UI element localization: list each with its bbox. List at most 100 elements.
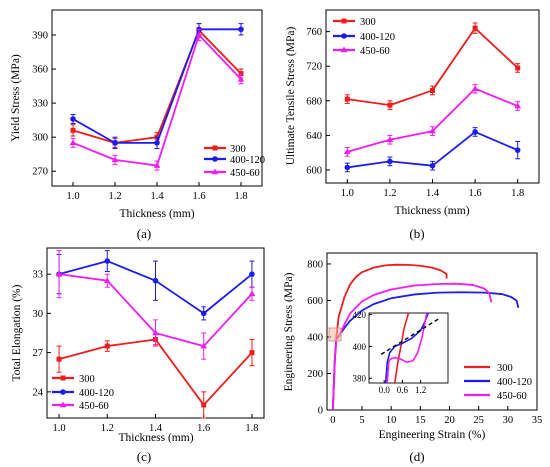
y-tick-label: 27 [33,348,44,359]
x-tick-label: 0.0 [379,385,391,395]
y-tick-label: 380 [353,374,367,384]
data-point-300 [201,402,207,408]
panel-caption: (b) [409,226,424,241]
legend-marker-400-120 [60,389,66,395]
data-point-300 [56,356,62,362]
legend-label-450-60: 450-60 [497,391,527,402]
legend-label-400-120: 400-120 [360,32,395,43]
y-tick-label: 420 [353,310,367,320]
y-tick-label: 270 [32,167,48,178]
data-point-300 [238,71,244,77]
data-point-400-120 [104,258,111,264]
legend-marker-450-60 [59,401,67,408]
series-line-400-120 [72,28,241,144]
legend-marker-300 [212,145,218,151]
y-tick-label: 360 [32,65,48,76]
data-point-400-120 [152,277,159,284]
legend-label-400-120: 400-120 [230,155,265,166]
x-tick-label: 0.6 [397,385,409,395]
data-point-300 [472,25,478,31]
x-tick-label: 0 [330,415,335,426]
legend-label-300: 300 [79,374,95,385]
x-tick-label: 1.4 [426,188,440,199]
data-point-450-60 [69,139,77,146]
x-tick-label: 15 [415,415,426,426]
x-tick-label: 1.2 [101,423,114,434]
x-axis-label: Thickness (mm) [394,205,469,217]
x-tick-label: 30 [503,415,514,426]
y-tick-label: 390 [32,30,48,41]
data-point-450-60 [103,277,111,283]
data-point-300 [70,127,76,133]
y-tick-label: 760 [306,27,322,38]
x-tick-label: 35 [532,415,543,426]
plot-frame [326,252,538,411]
legend-marker-450-60 [211,168,219,175]
y-tick-label: 400 [307,332,323,343]
x-tick-label: 1.0 [66,191,79,202]
y-axis-label: Total Elongation (%) [11,284,23,381]
y-tick-label: 33 [33,270,44,281]
legend-label-450-60: 450-60 [230,168,260,179]
y-tick-label: 720 [306,62,322,73]
panel-caption: (d) [409,449,424,464]
x-tick-label: 1.8 [234,191,247,202]
x-tick-label: 1.0 [52,423,65,434]
legend-marker-300 [341,18,347,24]
data-point-400-120 [387,158,393,165]
data-point-300 [430,87,435,93]
x-tick-label: 1.8 [511,188,524,199]
data-point-450-60 [55,270,63,277]
inset-series-line-400-120 [384,313,429,383]
data-point-300 [387,102,393,108]
x-tick-label: 1.8 [245,423,258,434]
x-tick-label: 1.4 [150,191,164,202]
legend-marker-400-120 [212,156,218,162]
x-tick-label: 10 [386,415,397,426]
data-point-450-60 [200,342,208,349]
inset-series-line-300 [394,313,410,383]
data-point-400-120 [472,129,478,135]
y-tick-label: 0 [318,406,323,417]
series-line-300 [331,263,448,410]
legend: 300 400-120 450-60 [464,363,532,402]
data-point-400-120 [514,147,521,153]
panel-c: Total Elongation (%) Thickness (mm) (c) … [11,247,265,464]
data-point-400-120 [154,140,160,146]
data-point-300 [249,350,255,356]
y-axis-label: Engineering Stress (MPa) [283,272,295,391]
data-point-400-120 [429,162,436,169]
x-tick-label: 1.0 [341,188,354,199]
plot-frame [325,9,540,184]
y-axis-label: Ultimate Tensile Stress (MPa) [285,27,297,166]
y-tick-label: 330 [32,99,48,110]
series-line-300 [72,29,242,144]
x-axis-label: Thickness (mm) [118,432,193,444]
series-line-450-60 [347,87,519,153]
x-tick-label: 1.4 [149,423,163,434]
inset-frame [368,312,449,384]
panel-d: Engineering Stress (MPa) Engineering Str… [283,252,543,464]
x-axis-label: Engineering Strain (%) [379,429,486,441]
panel-caption: (a) [137,226,151,241]
data-point-450-60 [248,290,256,297]
x-tick-label: 1.2 [383,188,396,199]
data-point-450-60 [237,75,245,82]
y-tick-label: 300 [32,133,48,144]
legend-marker-300 [60,375,66,381]
x-tick-label: 5 [359,415,364,426]
x-tick-label: 25 [473,415,484,426]
x-tick-label: 1.2 [108,191,121,202]
legend-label-400-120: 400-120 [497,377,532,388]
data-point-450-60 [429,127,436,134]
zoom-region-marker [328,327,342,342]
data-point-300 [515,65,521,71]
data-point-450-60 [386,136,394,143]
data-point-450-60 [344,148,351,155]
y-tick-label: 400 [353,342,367,352]
y-tick-label: 800 [307,259,323,270]
legend-label-300: 300 [497,363,513,374]
legend-label-450-60: 450-60 [79,401,109,412]
y-tick-label: 600 [307,296,323,307]
data-point-300 [104,343,110,349]
